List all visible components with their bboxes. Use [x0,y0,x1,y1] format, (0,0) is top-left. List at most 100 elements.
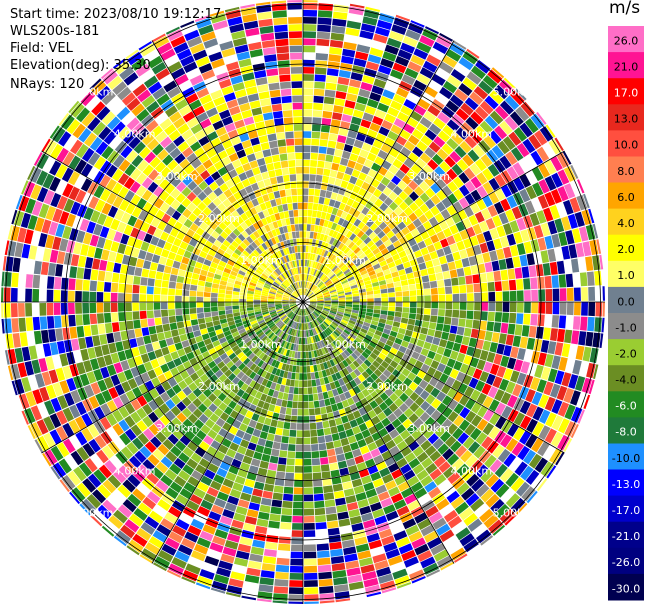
velocity-gate [424,357,433,367]
velocity-gate [318,348,324,356]
velocity-gate [224,502,237,512]
velocity-gate [140,372,151,383]
velocity-gate [83,268,92,280]
velocity-gate [251,198,259,207]
velocity-gate [83,207,94,221]
velocity-gate [507,423,519,437]
velocity-gate [525,469,540,485]
velocity-gate [489,412,501,426]
velocity-gate [264,283,272,288]
velocity-gate [410,296,417,302]
velocity-gate [56,251,66,264]
velocity-gate [154,556,171,569]
velocity-gate [304,266,307,274]
velocity-gate [328,253,334,260]
velocity-gate [526,418,538,433]
velocity-gate [397,180,408,191]
velocity-gate [547,220,558,235]
velocity-gate [232,302,239,306]
velocity-gate [475,464,489,478]
velocity-gate [214,498,227,509]
velocity-gate [274,168,283,177]
velocity-gate [465,454,478,468]
velocity-gate [157,373,167,384]
velocity-gate [291,246,295,254]
velocity-gate [296,238,300,246]
velocity-gate [208,51,223,62]
velocity-gate [417,169,429,181]
velocity-gate [182,234,192,244]
velocity-gate [365,315,373,321]
velocity-gate [554,342,564,356]
velocity-gate [68,314,76,327]
velocity-gate [159,118,173,130]
velocity-gate [454,334,463,344]
velocity-gate [66,240,76,253]
velocity-gate [223,227,232,236]
velocity-gate [565,273,574,288]
velocity-gate [59,479,70,493]
velocity-gate [89,78,102,90]
velocity-gate [318,356,323,364]
velocity-gate [298,274,301,281]
velocity-gate [352,327,360,334]
velocity-gate [234,280,242,286]
velocity-gate [272,492,283,501]
velocity-gate [215,369,224,378]
velocity-gate [317,392,324,401]
velocity-gate [551,172,563,188]
velocity-gate [80,91,96,107]
velocity-gate [547,341,557,355]
velocity-gate [298,259,301,267]
velocity-gate [34,373,45,388]
velocity-gate [571,258,580,273]
velocity-gate [375,386,384,396]
velocity-gate [90,269,99,281]
velocity-gate [199,221,209,231]
velocity-gate [310,152,318,160]
velocity-gate [139,310,147,320]
velocity-gate [297,289,301,296]
velocity-gate [285,378,291,386]
velocity-gate [324,304,331,307]
velocity-gate [62,265,71,278]
velocity-gate [287,277,293,284]
velocity-gate [401,312,409,319]
velocity-gate [303,216,308,224]
velocity-gate [75,189,87,204]
velocity-gate [259,202,267,211]
velocity-gate [163,370,174,381]
velocity-gate [505,257,514,269]
velocity-gate [366,308,374,313]
velocity-gate [201,351,211,359]
velocity-gate [1,318,5,334]
velocity-gate [462,218,472,229]
velocity-gate [31,231,41,246]
velocity-gate [510,346,519,359]
velocity-gate [143,75,159,89]
velocity-gate [182,296,189,302]
velocity-gate [150,358,160,369]
velocity-gate [414,360,424,370]
velocity-gate [257,211,265,220]
velocity-gate [330,309,337,313]
velocity-gate [194,446,206,458]
velocity-gate [278,226,285,235]
velocity-gate [329,273,336,280]
velocity-gate [355,416,365,426]
velocity-gate [338,370,346,378]
velocity-gate [82,314,90,326]
velocity-gate [219,109,231,120]
velocity-gate [385,256,394,264]
velocity-gate [315,174,323,182]
velocity-gate [60,290,68,302]
velocity-gate [330,548,344,557]
velocity-gate [388,191,398,201]
velocity-gate [355,51,369,61]
velocity-gate [487,281,495,292]
velocity-gate [168,129,181,142]
velocity-gate [364,135,375,146]
velocity-gate [369,274,377,280]
velocity-gate [177,544,193,556]
velocity-gate [316,210,322,219]
